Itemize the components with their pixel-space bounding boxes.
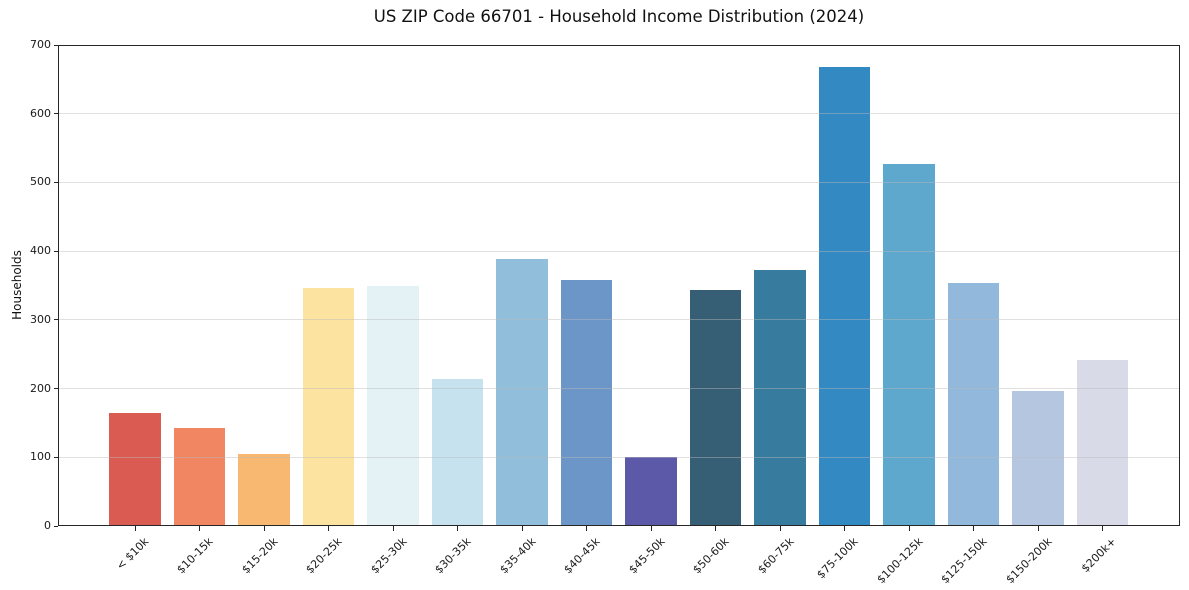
x-tick-mark-$50-60k bbox=[715, 526, 716, 531]
x-tick-label-$40-45k: $40-45k bbox=[561, 535, 603, 577]
gridline-500 bbox=[58, 181, 1180, 183]
bar-$100-125k bbox=[883, 163, 935, 526]
x-tick-label-$30-35k: $30-35k bbox=[432, 535, 474, 577]
y-tick-mark-600 bbox=[54, 113, 58, 115]
y-tick-label-400: 400 bbox=[30, 244, 51, 258]
x-tick-label-$45-50k: $45-50k bbox=[625, 535, 668, 577]
x-tick-mark-$25-30k bbox=[392, 526, 394, 531]
bar-$150-200k bbox=[1012, 391, 1064, 526]
y-tick-mark-0 bbox=[54, 525, 58, 527]
y-tick-label-200: 200 bbox=[30, 381, 51, 395]
bar-$75-100k bbox=[818, 67, 871, 526]
bar-$60-75k bbox=[754, 270, 806, 526]
x-tick-label-$150-200k: $150-200k bbox=[1003, 535, 1055, 587]
plot-area bbox=[58, 45, 1180, 526]
x-tick-mark-$45-50k bbox=[650, 526, 652, 531]
x-tick-mark-< $10k bbox=[134, 526, 136, 531]
bar-< $10k bbox=[109, 413, 161, 526]
x-tick-mark-$125-150k bbox=[973, 526, 974, 531]
gridline-300 bbox=[58, 319, 1180, 321]
x-tick-mark-$15-20k bbox=[263, 526, 265, 531]
bar-$25-30k bbox=[367, 285, 419, 526]
x-tick-mark-$30-35k bbox=[457, 526, 458, 531]
x-tick-label-$10-15k: $10-15k bbox=[174, 535, 216, 577]
x-tick-label-$125-150k: $125-150k bbox=[938, 535, 990, 587]
y-tick-mark-300 bbox=[54, 319, 58, 321]
x-tick-label-$20-25k: $20-25k bbox=[303, 535, 345, 577]
gridline-100 bbox=[58, 456, 1180, 458]
x-tick-mark-$40-45k bbox=[586, 526, 587, 531]
bar-$125-150k bbox=[947, 283, 1000, 526]
x-tick-mark-$200k+ bbox=[1102, 526, 1103, 531]
x-tick-mark-$35-40k bbox=[521, 526, 523, 531]
bar-$35-40k bbox=[496, 258, 548, 526]
bar-$15-20k bbox=[238, 453, 290, 526]
x-tick-label-$60-75k: $60-75k bbox=[754, 535, 797, 577]
y-tick-mark-400 bbox=[54, 250, 58, 252]
bar-$10-15k bbox=[173, 427, 226, 526]
bar-$50-60k bbox=[689, 289, 742, 526]
bar-$45-50k bbox=[625, 456, 677, 526]
x-tick-mark-$150-200k bbox=[1037, 526, 1039, 531]
bar-$30-35k bbox=[431, 378, 484, 526]
y-tick-mark-200 bbox=[54, 388, 58, 390]
x-tick-label-$75-100k: $75-100k bbox=[814, 535, 861, 582]
bar-$40-45k bbox=[560, 280, 613, 526]
x-tick-label-$50-60k: $50-60k bbox=[690, 535, 732, 577]
gridline-600 bbox=[58, 113, 1180, 115]
y-tick-mark-100 bbox=[54, 456, 58, 458]
x-tick-mark-$100-125k bbox=[908, 526, 910, 531]
x-tick-label-$25-30k: $25-30k bbox=[367, 535, 410, 577]
bar-$20-25k bbox=[302, 287, 355, 526]
y-axis-label: Households bbox=[10, 250, 24, 320]
y-tick-label-700: 700 bbox=[30, 38, 51, 51]
x-tick-label-$35-40k: $35-40k bbox=[496, 535, 539, 577]
y-tick-label-600: 600 bbox=[30, 106, 51, 120]
x-tick-label-$15-20k: $15-20k bbox=[238, 535, 281, 577]
x-tick-mark-$75-100k bbox=[844, 526, 845, 531]
chart-title: US ZIP Code 66701 - Household Income Dis… bbox=[373, 7, 865, 26]
gridline-400 bbox=[58, 250, 1180, 252]
y-tick-mark-500 bbox=[54, 181, 58, 183]
x-tick-label-$100-125k: $100-125k bbox=[874, 535, 926, 587]
x-tick-mark-$60-75k bbox=[779, 526, 781, 531]
bar-$200k+ bbox=[1076, 360, 1129, 526]
y-tick-label-0: 0 bbox=[44, 519, 51, 532]
gridline-200 bbox=[58, 388, 1180, 390]
x-tick-label-$200k+: $200k+ bbox=[1078, 535, 1119, 576]
y-tick-mark-700 bbox=[54, 44, 58, 46]
x-tick-label-< $10k: < $10k bbox=[113, 535, 152, 573]
y-tick-label-300: 300 bbox=[30, 312, 51, 326]
y-tick-label-100: 100 bbox=[30, 450, 51, 464]
y-tick-label-500: 500 bbox=[30, 175, 51, 189]
x-tick-mark-$20-25k bbox=[328, 526, 329, 531]
x-tick-mark-$10-15k bbox=[199, 526, 200, 531]
